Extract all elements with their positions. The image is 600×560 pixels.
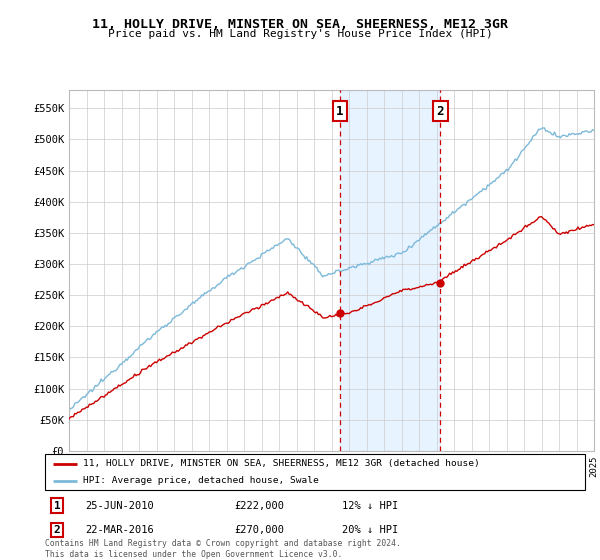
Text: Price paid vs. HM Land Registry's House Price Index (HPI): Price paid vs. HM Land Registry's House …	[107, 29, 493, 39]
Text: 2: 2	[437, 105, 444, 118]
Text: 11, HOLLY DRIVE, MINSTER ON SEA, SHEERNESS, ME12 3GR: 11, HOLLY DRIVE, MINSTER ON SEA, SHEERNE…	[92, 18, 508, 31]
Bar	[340, 90, 440, 451]
Text: 11, HOLLY DRIVE, MINSTER ON SEA, SHEERNESS, ME12 3GR (detached house): 11, HOLLY DRIVE, MINSTER ON SEA, SHEERNE…	[83, 459, 479, 468]
Text: 12% ↓ HPI: 12% ↓ HPI	[342, 501, 398, 511]
Text: £222,000: £222,000	[234, 501, 284, 511]
Text: 1: 1	[53, 501, 60, 511]
Text: £270,000: £270,000	[234, 525, 284, 535]
FancyBboxPatch shape	[45, 454, 585, 490]
Text: HPI: Average price, detached house, Swale: HPI: Average price, detached house, Swal…	[83, 476, 319, 485]
Text: 22-MAR-2016: 22-MAR-2016	[86, 525, 154, 535]
Text: 2: 2	[53, 525, 60, 535]
Text: Contains HM Land Registry data © Crown copyright and database right 2024.
This d: Contains HM Land Registry data © Crown c…	[45, 539, 401, 559]
Text: 25-JUN-2010: 25-JUN-2010	[86, 501, 154, 511]
Text: 20% ↓ HPI: 20% ↓ HPI	[342, 525, 398, 535]
Text: 1: 1	[337, 105, 344, 118]
